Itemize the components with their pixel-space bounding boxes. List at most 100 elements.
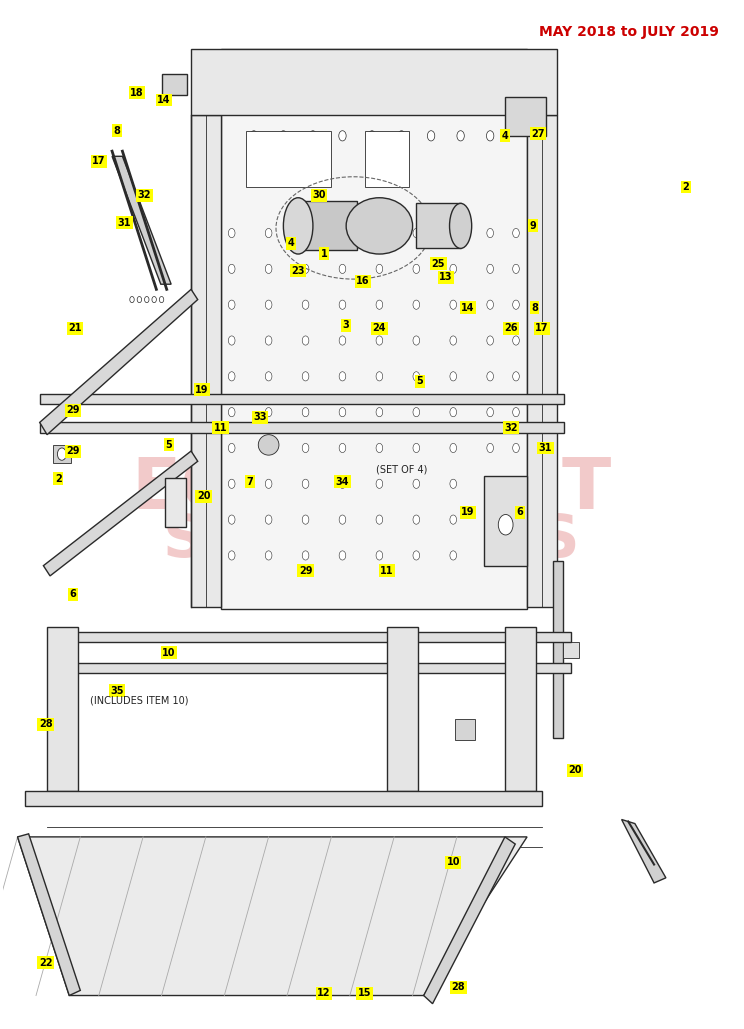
Polygon shape	[191, 48, 557, 115]
Circle shape	[487, 79, 494, 90]
Circle shape	[413, 371, 420, 381]
Text: 19: 19	[461, 507, 475, 518]
Text: 7: 7	[247, 476, 254, 487]
Bar	[455, 719, 475, 740]
Circle shape	[266, 514, 272, 524]
Circle shape	[457, 105, 464, 115]
Polygon shape	[112, 156, 171, 284]
Text: 5: 5	[166, 440, 173, 450]
Circle shape	[513, 407, 519, 417]
Text: 32: 32	[138, 190, 151, 201]
Polygon shape	[18, 833, 80, 995]
Text: 29: 29	[66, 405, 80, 415]
Bar	[365, 131, 409, 187]
Circle shape	[413, 443, 420, 453]
Polygon shape	[563, 642, 579, 658]
Circle shape	[339, 131, 346, 141]
Circle shape	[339, 300, 346, 310]
Circle shape	[376, 407, 382, 417]
Text: 27: 27	[531, 129, 545, 139]
Circle shape	[159, 296, 164, 303]
Circle shape	[457, 131, 464, 141]
Circle shape	[339, 371, 346, 381]
Bar	[246, 131, 331, 187]
Text: SPECIALISTS: SPECIALISTS	[163, 511, 581, 569]
Circle shape	[302, 480, 309, 489]
Circle shape	[513, 335, 519, 345]
Circle shape	[368, 131, 376, 141]
Text: 26: 26	[504, 323, 518, 333]
Text: 10: 10	[446, 857, 460, 867]
Ellipse shape	[346, 198, 413, 254]
Circle shape	[513, 371, 519, 381]
Text: 6: 6	[69, 590, 77, 599]
Circle shape	[280, 79, 287, 90]
Circle shape	[302, 228, 309, 238]
Text: 11: 11	[214, 423, 228, 432]
Circle shape	[513, 228, 519, 238]
Circle shape	[413, 300, 420, 310]
Circle shape	[413, 264, 420, 274]
Text: 17: 17	[92, 156, 106, 167]
Circle shape	[266, 335, 272, 345]
Circle shape	[137, 296, 141, 303]
Circle shape	[450, 228, 457, 238]
Polygon shape	[77, 663, 571, 673]
Text: 18: 18	[130, 87, 144, 98]
Text: 2: 2	[55, 473, 62, 484]
Circle shape	[513, 300, 519, 310]
Circle shape	[310, 131, 317, 141]
Circle shape	[302, 264, 309, 274]
Text: 35: 35	[111, 685, 124, 696]
Text: 31: 31	[539, 442, 552, 453]
Circle shape	[450, 371, 457, 381]
Text: 8: 8	[114, 126, 121, 136]
Circle shape	[513, 514, 519, 524]
Circle shape	[228, 551, 235, 560]
Circle shape	[376, 371, 382, 381]
Text: MAY 2018 to JULY 2019: MAY 2018 to JULY 2019	[539, 26, 719, 39]
Circle shape	[266, 371, 272, 381]
Text: 15: 15	[358, 989, 371, 998]
Circle shape	[487, 514, 493, 524]
Circle shape	[228, 335, 235, 345]
Circle shape	[450, 443, 457, 453]
Circle shape	[266, 300, 272, 310]
Text: 6: 6	[516, 507, 523, 518]
Circle shape	[152, 296, 156, 303]
Circle shape	[310, 105, 317, 115]
Text: 17: 17	[535, 323, 548, 333]
Circle shape	[413, 228, 420, 238]
Circle shape	[450, 300, 457, 310]
Text: 32: 32	[504, 423, 518, 432]
Circle shape	[228, 300, 235, 310]
Text: 22: 22	[39, 958, 52, 967]
Circle shape	[413, 480, 420, 489]
Circle shape	[339, 264, 346, 274]
Circle shape	[339, 105, 346, 115]
Circle shape	[376, 514, 382, 524]
Text: 5: 5	[417, 377, 423, 387]
Text: (SET OF 4): (SET OF 4)	[376, 464, 427, 474]
Circle shape	[339, 407, 346, 417]
Circle shape	[266, 228, 272, 238]
Text: 3: 3	[343, 320, 350, 330]
Bar	[484, 475, 527, 566]
Circle shape	[228, 228, 235, 238]
Circle shape	[427, 131, 434, 141]
Circle shape	[413, 335, 420, 345]
Text: 21: 21	[68, 323, 82, 333]
Circle shape	[228, 371, 235, 381]
Text: 20: 20	[197, 491, 211, 501]
Circle shape	[302, 514, 309, 524]
Circle shape	[413, 551, 420, 560]
Ellipse shape	[449, 204, 472, 248]
Circle shape	[487, 407, 493, 417]
Bar	[165, 477, 186, 527]
Circle shape	[427, 105, 434, 115]
Circle shape	[266, 264, 272, 274]
Circle shape	[513, 480, 519, 489]
Bar	[161, 74, 187, 95]
Circle shape	[228, 480, 235, 489]
Polygon shape	[39, 289, 198, 434]
